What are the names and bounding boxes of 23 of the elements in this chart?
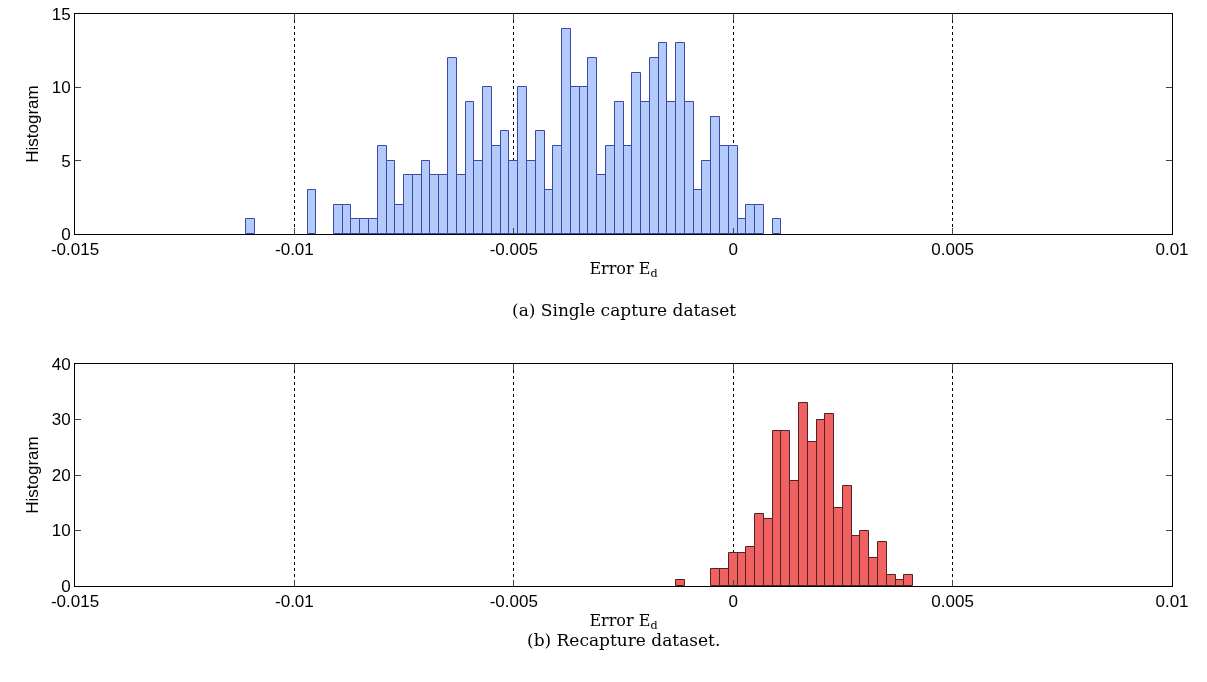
y-axis-title: Histogram bbox=[23, 436, 43, 514]
text: (a) Single capture dataset bbox=[512, 300, 737, 320]
x-axis-title: Error E$_{d}$ bbox=[589, 259, 658, 281]
x-axis-title: Error E$_{d}$ bbox=[589, 611, 658, 633]
text: (b) Recapture dataset. bbox=[527, 630, 721, 650]
y-axis-title: Histogram bbox=[23, 85, 43, 163]
x-tick-label: 0 bbox=[728, 240, 738, 260]
x-tick-label: 0.005 bbox=[931, 240, 974, 260]
x-tick-label: 0.005 bbox=[931, 592, 974, 612]
x-tick-label: -0.005 bbox=[489, 592, 538, 612]
y-tick-label: 20 bbox=[51, 465, 71, 485]
y-tick-label: 10 bbox=[51, 521, 71, 541]
y-tick-label: 5 bbox=[61, 151, 71, 171]
y-tick-label: 30 bbox=[51, 410, 71, 430]
x-tick-label: -0.01 bbox=[275, 240, 314, 260]
x-tick-label: 0.01 bbox=[1155, 240, 1189, 260]
y-tick-label: 40 bbox=[51, 354, 71, 374]
x-tick-label: -0.005 bbox=[489, 240, 538, 260]
x-tick-label: -0.01 bbox=[275, 592, 314, 612]
y-tick-label: 10 bbox=[51, 78, 71, 98]
x-tick-label: 0.01 bbox=[1155, 592, 1189, 612]
x-tick-label: 0 bbox=[728, 592, 738, 612]
y-tick-label: 15 bbox=[51, 4, 71, 24]
